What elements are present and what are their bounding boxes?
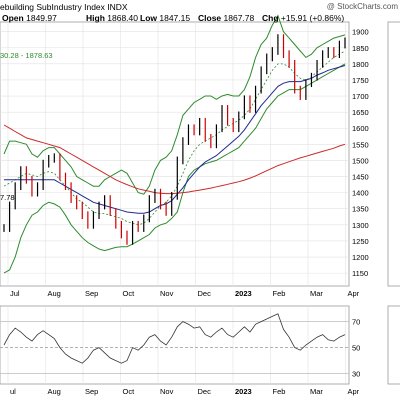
price-y-tick: 1350	[352, 205, 369, 214]
price-x-tick: Sep	[85, 289, 98, 298]
chg-value: +15.91 (+0.86%)	[281, 13, 344, 23]
secondary-rsi-frame	[387, 305, 400, 385]
svg-text:Low 1847.15: Low 1847.15	[140, 13, 190, 23]
watermark: @ StockCharts.com	[327, 2, 399, 11]
prev-readout: 7.78	[0, 193, 15, 202]
ohlc-readout: Open 1849.97 High 1868.40 Low 1847.15 Cl…	[2, 13, 344, 23]
svg-text:High 1868.40: High 1868.40	[86, 13, 138, 23]
rsi-x-tick: Apr	[348, 387, 360, 396]
price-y-tick: 1500	[352, 156, 369, 165]
svg-text:Chg +15.91 (+0.86%): Chg +15.91 (+0.86%)	[262, 13, 344, 23]
high-label: High	[86, 13, 105, 23]
price-x-tick: Dec	[198, 289, 212, 298]
svg-text:Open 1849.97: Open 1849.97	[2, 13, 57, 23]
price-y-tick: 1700	[352, 92, 369, 101]
band-readout: 30.28 - 1878.63	[0, 51, 53, 60]
rsi-grid	[0, 306, 349, 384]
price-x-tick: Mar	[310, 289, 323, 298]
low-label: Low	[140, 13, 157, 23]
price-y-tick: 1750	[352, 76, 369, 85]
price-y-tick: 1650	[352, 108, 369, 117]
price-x-tick: 2023	[235, 289, 252, 298]
rsi-x-tick: Feb	[273, 387, 286, 396]
open-label: Open	[2, 13, 24, 23]
rsi-x-tick: 2023	[235, 387, 252, 396]
price-y-tick: 1600	[352, 124, 369, 133]
series-bollinger-upper	[3, 14, 346, 195]
price-y-tick: 1400	[352, 189, 369, 198]
price-y-tick: 1450	[352, 173, 369, 182]
rsi-x-tick: Nov	[160, 387, 174, 396]
price-grid	[0, 22, 349, 286]
price-bars	[3, 34, 346, 245]
price-y-tick: 1550	[352, 140, 369, 149]
price-panel	[0, 21, 350, 287]
series-ma-short	[3, 50, 346, 226]
price-x-tick: Feb	[273, 289, 286, 298]
axis-labels: 1150 1200 1250 1300 1350 1400 1450 1500 1550 1600…	[10, 28, 369, 396]
low-value: 1847.15	[159, 13, 190, 23]
rsi-y-tick: 70	[352, 318, 360, 327]
price-x-tick: Jul	[10, 289, 20, 298]
price-x-tick: Nov	[160, 289, 174, 298]
rsi-x-tick: Aug	[48, 387, 61, 396]
rsi-x-tick: ul	[10, 387, 16, 396]
price-y-tick: 1900	[352, 28, 369, 37]
price-series	[3, 14, 346, 274]
rsi-x-tick: Sep	[85, 387, 98, 396]
price-y-tick: 1800	[352, 60, 369, 69]
series-bollinger-lower	[3, 63, 346, 274]
rsi-line	[3, 313, 346, 364]
close-label: Close	[198, 13, 221, 23]
rsi-y-tick: 30	[352, 370, 360, 379]
price-x-tick: Apr	[348, 289, 360, 298]
price-y-tick: 1150	[352, 269, 368, 278]
secondary-chart-frame	[387, 21, 400, 287]
svg-text:Close 1867.78: Close 1867.78	[198, 13, 255, 23]
series-ma-mid	[4, 65, 346, 214]
rsi-y-tick: 50	[352, 344, 360, 353]
high-value: 1868.40	[107, 13, 138, 23]
rsi-x-tick: Oct	[123, 387, 136, 396]
index-title: ebuilding SubIndustry Index INDX	[0, 2, 128, 12]
rsi-x-tick: Mar	[310, 387, 323, 396]
rsi-x-tick: Dec	[198, 387, 212, 396]
rsi-series	[3, 313, 346, 364]
price-x-tick: Oct	[123, 289, 136, 298]
chg-label: Chg	[262, 13, 279, 23]
price-y-tick: 1850	[352, 44, 369, 53]
price-y-tick: 1300	[352, 221, 369, 230]
close-value: 1867.78	[224, 13, 255, 23]
rsi-panel	[0, 305, 350, 385]
price-y-tick: 1200	[352, 253, 369, 262]
open-value: 1849.97	[26, 13, 57, 23]
price-y-tick: 1250	[352, 237, 369, 246]
price-x-tick: Aug	[48, 289, 61, 298]
series-ma-long	[3, 124, 346, 195]
